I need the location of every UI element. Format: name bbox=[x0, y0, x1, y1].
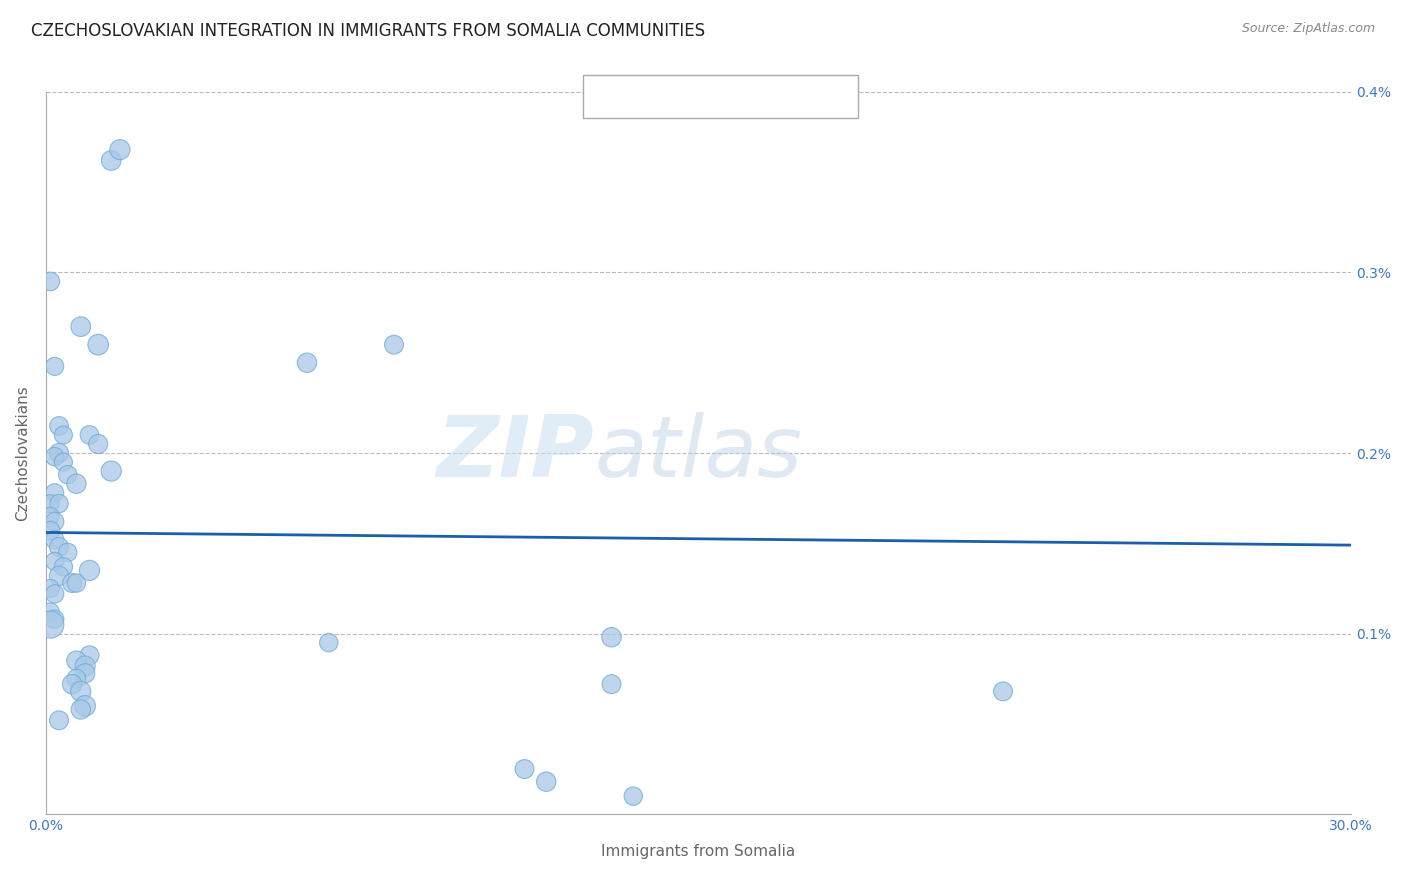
Point bbox=[600, 630, 623, 644]
Point bbox=[79, 648, 101, 663]
Point bbox=[382, 337, 405, 351]
Point bbox=[44, 612, 66, 626]
Point bbox=[100, 464, 122, 478]
Point bbox=[600, 677, 623, 691]
Point bbox=[69, 319, 91, 334]
Point bbox=[39, 524, 62, 538]
Point bbox=[39, 605, 62, 619]
Point bbox=[513, 762, 536, 776]
Point bbox=[44, 533, 66, 547]
Point bbox=[65, 476, 87, 491]
Point bbox=[536, 774, 558, 789]
Text: atlas: atlas bbox=[595, 411, 801, 494]
Point bbox=[44, 515, 66, 529]
Point bbox=[56, 467, 79, 482]
Text: 55: 55 bbox=[796, 87, 821, 106]
Text: N =: N = bbox=[735, 87, 792, 106]
Point bbox=[56, 545, 79, 559]
Point bbox=[52, 455, 75, 469]
Point bbox=[48, 446, 70, 460]
Point bbox=[39, 497, 62, 511]
Point bbox=[52, 428, 75, 442]
Point bbox=[48, 569, 70, 583]
Y-axis label: Czechoslovakians: Czechoslovakians bbox=[15, 385, 30, 521]
Point bbox=[69, 702, 91, 716]
Point bbox=[75, 659, 97, 673]
Text: -0.016: -0.016 bbox=[654, 87, 717, 106]
Point bbox=[65, 672, 87, 686]
Point bbox=[39, 582, 62, 596]
Point bbox=[48, 419, 70, 434]
Point bbox=[60, 576, 83, 591]
X-axis label: Immigrants from Somalia: Immigrants from Somalia bbox=[602, 844, 796, 859]
Point bbox=[39, 509, 62, 524]
Point bbox=[44, 587, 66, 601]
Point bbox=[75, 666, 97, 681]
Point bbox=[991, 684, 1014, 698]
Point bbox=[87, 337, 110, 351]
Point bbox=[621, 789, 644, 804]
Point bbox=[48, 497, 70, 511]
Point bbox=[100, 153, 122, 168]
Point bbox=[79, 563, 101, 577]
Point bbox=[52, 559, 75, 574]
Point bbox=[39, 617, 62, 632]
Point bbox=[79, 428, 101, 442]
Point bbox=[44, 485, 66, 500]
Text: R =: R = bbox=[612, 87, 654, 106]
Point bbox=[75, 698, 97, 713]
Point bbox=[295, 356, 318, 370]
Point bbox=[44, 359, 66, 374]
Point bbox=[65, 654, 87, 668]
Text: ZIP: ZIP bbox=[436, 411, 595, 494]
Point bbox=[44, 554, 66, 568]
Point bbox=[87, 437, 110, 451]
Point bbox=[60, 677, 83, 691]
Point bbox=[39, 275, 62, 289]
Point bbox=[69, 684, 91, 698]
Point bbox=[48, 713, 70, 727]
Point bbox=[108, 143, 131, 157]
Text: CZECHOSLOVAKIAN INTEGRATION IN IMMIGRANTS FROM SOMALIA COMMUNITIES: CZECHOSLOVAKIAN INTEGRATION IN IMMIGRANT… bbox=[31, 22, 704, 40]
Point bbox=[318, 635, 340, 649]
Point bbox=[65, 576, 87, 591]
Text: Source: ZipAtlas.com: Source: ZipAtlas.com bbox=[1241, 22, 1375, 36]
Point bbox=[44, 450, 66, 464]
Point bbox=[48, 540, 70, 554]
